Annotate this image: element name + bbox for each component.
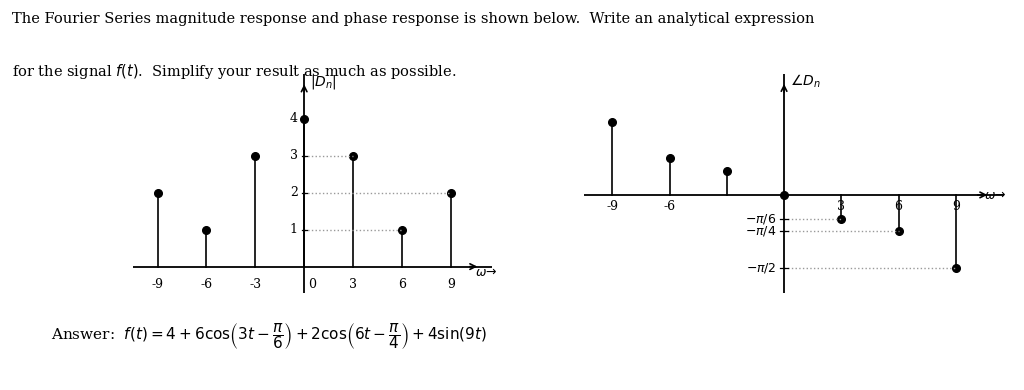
Text: $-\pi/2$: $-\pi/2$ xyxy=(746,261,776,275)
Text: $\omega\!\rightarrow$: $\omega\!\rightarrow$ xyxy=(475,266,498,279)
Text: 3: 3 xyxy=(290,149,298,162)
Text: $\angle D_n$: $\angle D_n$ xyxy=(790,73,820,90)
Text: Answer:  $f(t) = 4 + 6\cos\!\left(3t - \dfrac{\pi}{6}\right) + 2\cos\!\left(6t -: Answer: $f(t) = 4 + 6\cos\!\left(3t - \d… xyxy=(51,321,487,351)
Text: 9: 9 xyxy=(952,200,959,213)
Text: 0: 0 xyxy=(308,278,316,291)
Text: 6: 6 xyxy=(895,200,902,213)
Text: $|D_n|$: $|D_n|$ xyxy=(310,73,337,91)
Text: 2: 2 xyxy=(290,186,298,199)
Text: -6: -6 xyxy=(201,278,213,291)
Text: 1: 1 xyxy=(290,223,298,236)
Text: 3: 3 xyxy=(838,200,845,213)
Text: 9: 9 xyxy=(446,278,455,291)
Text: 6: 6 xyxy=(398,278,406,291)
Text: 3: 3 xyxy=(349,278,357,291)
Text: for the signal $f(t)$.  Simplify your result as much as possible.: for the signal $f(t)$. Simplify your res… xyxy=(12,62,457,82)
Text: $-\pi/6$: $-\pi/6$ xyxy=(745,212,776,226)
Text: -6: -6 xyxy=(664,200,676,213)
Text: $-\pi/4$: $-\pi/4$ xyxy=(745,224,776,238)
Text: The Fourier Series magnitude response and phase response is shown below.  Write : The Fourier Series magnitude response an… xyxy=(12,12,815,26)
Text: $\omega\!\rightarrow$: $\omega\!\rightarrow$ xyxy=(984,189,1008,202)
Text: -9: -9 xyxy=(152,278,164,291)
Text: -9: -9 xyxy=(606,200,618,213)
Text: 4: 4 xyxy=(290,112,298,125)
Text: -3: -3 xyxy=(249,278,261,291)
